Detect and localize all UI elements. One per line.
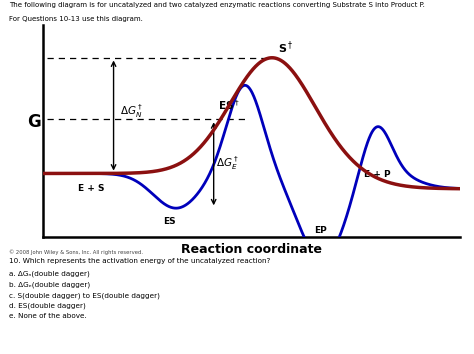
Text: ES: ES bbox=[164, 217, 176, 225]
X-axis label: Reaction coordinate: Reaction coordinate bbox=[181, 243, 322, 256]
Text: $\Delta G_E^\dagger$: $\Delta G_E^\dagger$ bbox=[216, 155, 238, 172]
Text: ES$^\dagger$: ES$^\dagger$ bbox=[218, 98, 239, 112]
Text: b. ΔGₑ(double dagger): b. ΔGₑ(double dagger) bbox=[9, 281, 91, 288]
Text: c. S(double dagger) to ES(double dagger): c. S(double dagger) to ES(double dagger) bbox=[9, 292, 160, 298]
Text: d. ES(double dagger): d. ES(double dagger) bbox=[9, 303, 86, 309]
Text: The following diagram is for uncatalyzed and two catalyzed enzymatic reactions c: The following diagram is for uncatalyzed… bbox=[9, 2, 425, 8]
Text: For Questions 10-13 use this diagram.: For Questions 10-13 use this diagram. bbox=[9, 16, 143, 22]
Text: EP: EP bbox=[314, 226, 327, 235]
Text: e. None of the above.: e. None of the above. bbox=[9, 313, 87, 319]
Y-axis label: G: G bbox=[27, 113, 41, 131]
Text: 10. Which represents the activation energy of the uncatalyzed reaction?: 10. Which represents the activation ener… bbox=[9, 258, 271, 264]
Text: a. ΔGₙ(double dagger): a. ΔGₙ(double dagger) bbox=[9, 271, 90, 277]
Text: E + S: E + S bbox=[78, 184, 105, 193]
Text: © 2008 John Wiley & Sons, Inc. All rights reserved.: © 2008 John Wiley & Sons, Inc. All right… bbox=[9, 250, 144, 255]
Text: $\Delta G_N^\dagger$: $\Delta G_N^\dagger$ bbox=[120, 103, 143, 120]
Text: S$^\dagger$: S$^\dagger$ bbox=[278, 39, 294, 56]
Text: E + P: E + P bbox=[364, 170, 391, 179]
